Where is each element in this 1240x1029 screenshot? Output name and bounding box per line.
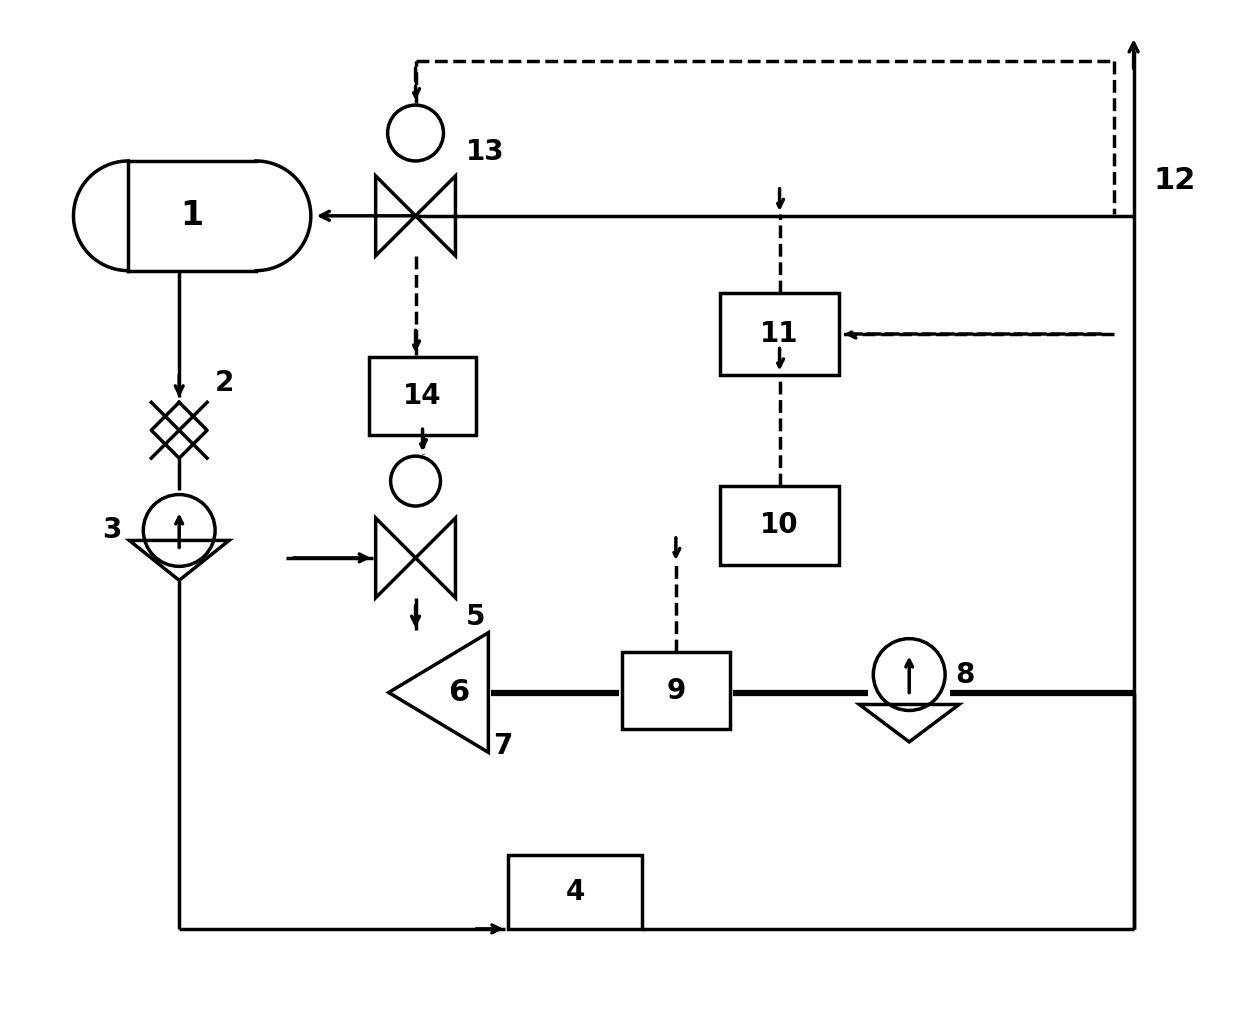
Text: 5: 5: [465, 603, 485, 631]
Text: 8: 8: [955, 661, 975, 688]
Text: 10: 10: [760, 511, 799, 539]
Bar: [622, 651, 729, 730]
Bar: [719, 486, 839, 565]
Text: 6: 6: [448, 678, 469, 707]
Text: 13: 13: [465, 138, 503, 166]
Bar: [368, 357, 476, 435]
Bar: [508, 855, 642, 929]
Text: 2: 2: [215, 369, 234, 397]
Text: 1: 1: [181, 200, 203, 233]
Text: 12: 12: [1153, 167, 1195, 196]
Text: 9: 9: [666, 676, 686, 705]
Text: 7: 7: [494, 733, 512, 760]
Bar: [719, 292, 839, 376]
Text: 11: 11: [760, 320, 799, 348]
Text: 14: 14: [403, 383, 441, 411]
Text: 3: 3: [102, 517, 122, 544]
Text: 4: 4: [565, 878, 585, 906]
